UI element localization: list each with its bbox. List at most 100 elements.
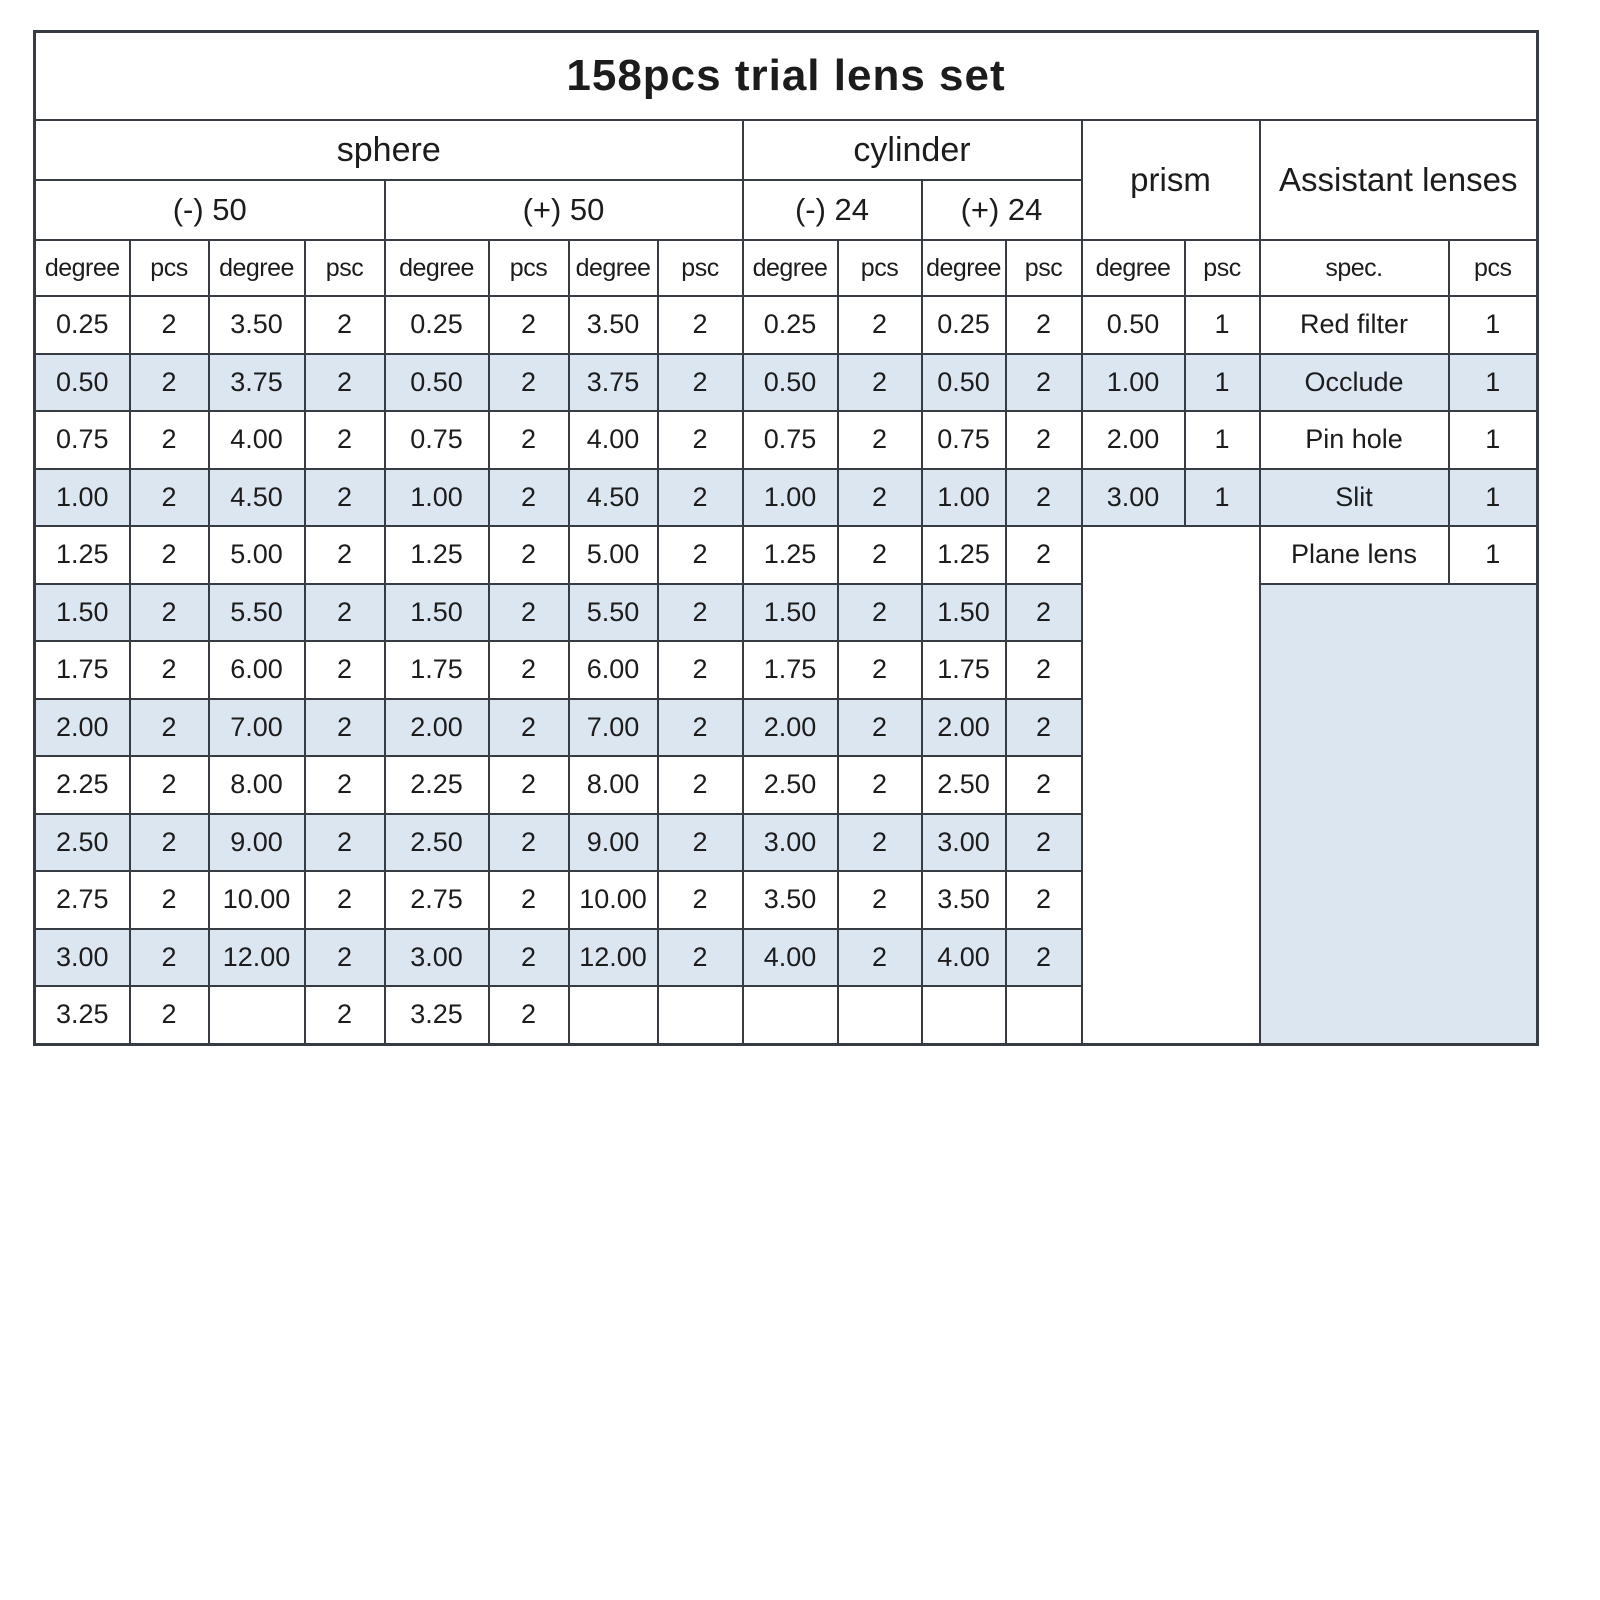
sphere-cell: 2 [128, 582, 210, 642]
assistant-spec-cell: Pin hole [1258, 410, 1450, 470]
column-header: pcs [487, 239, 570, 297]
sphere-cell: 12.00 [567, 927, 659, 987]
sphere-minus-header: (-) 50 [33, 179, 386, 241]
sphere-cell: 7.00 [207, 697, 306, 757]
sphere-cell: 3.50 [207, 295, 306, 355]
sphere-cell: 1.25 [383, 525, 490, 585]
sphere-cell: 2 [487, 410, 570, 470]
column-header: degree [567, 239, 659, 297]
cylinder-cell: 3.50 [920, 870, 1007, 930]
prism-group-header: prism [1080, 119, 1261, 241]
cylinder-cell: 1.00 [920, 467, 1007, 527]
title-row: 158pcs trial lens set [33, 30, 1539, 121]
table-row: 0.75 2 4.00 2 0.75 2 4.00 2 0.75 2 0.75 2 2.00 1 Pin h… [33, 410, 1539, 470]
sphere-cell: 2 [303, 927, 386, 987]
cylinder-cell: 3.00 [741, 812, 839, 872]
cylinder-cell: 2 [836, 582, 923, 642]
sphere-cell: 2 [487, 352, 570, 412]
sphere-cell: 2 [487, 985, 570, 1045]
cylinder-group-header: cylinder [741, 119, 1083, 181]
sphere-cell: 1.25 [33, 525, 131, 585]
sphere-cell: 2 [128, 985, 210, 1045]
sphere-cell: 2.00 [33, 697, 131, 757]
prism-cell: 1 [1183, 295, 1261, 355]
assistant-empty-merged-cell [1258, 582, 1539, 1045]
table-row: 0.50 2 3.75 2 0.50 2 3.75 2 0.50 2 0.50 2 1.00 1 Occlu… [33, 352, 1539, 412]
column-header: degree [383, 239, 490, 297]
cylinder-cell: 1.75 [920, 640, 1007, 700]
cylinder-cell: 2 [1004, 582, 1083, 642]
column-header: degree [33, 239, 131, 297]
sphere-cell: 2 [656, 812, 744, 872]
sphere-cell: 2 [487, 927, 570, 987]
cylinder-cell: 1.50 [741, 582, 839, 642]
sphere-cell: 5.50 [207, 582, 306, 642]
cylinder-cell: 2.00 [741, 697, 839, 757]
sphere-cell: 2 [303, 525, 386, 585]
cylinder-cell: 2 [1004, 352, 1083, 412]
prism-cell: 2.00 [1080, 410, 1186, 470]
sphere-cell: 2 [487, 812, 570, 872]
sphere-cell: 2.25 [33, 755, 131, 815]
sphere-cell: 2 [303, 467, 386, 527]
cylinder-cell: 2 [1004, 295, 1083, 355]
sphere-cell: 2 [128, 295, 210, 355]
sphere-cell: 2.75 [383, 870, 490, 930]
table-row: 2.50 2 9.00 2 2.50 2 9.00 2 3.00 2 3.00 2 [33, 812, 1538, 872]
sphere-cell: 2 [656, 697, 744, 757]
cylinder-cell: 2 [836, 352, 923, 412]
table-body: 0.25 2 3.50 2 0.25 2 3.50 2 0.25 2 0.25 2 0.50 1 Red f… [33, 295, 1539, 1045]
sphere-cell: 2 [487, 697, 570, 757]
prism-cell: 1.00 [1080, 352, 1186, 412]
table-row: 0.25 2 3.50 2 0.25 2 3.50 2 0.25 2 0.25 2 0.50 1 Red f… [33, 295, 1539, 355]
assistant-pcs-cell: 1 [1447, 295, 1539, 355]
sphere-cell: 12.00 [207, 927, 306, 987]
column-header: psc [656, 239, 744, 297]
cylinder-cell: 0.50 [920, 352, 1007, 412]
prism-cell: 1 [1183, 410, 1261, 470]
cylinder-cell [836, 985, 923, 1045]
sphere-cell: 6.00 [207, 640, 306, 700]
sphere-cell: 2 [128, 352, 210, 412]
assistant-spec-cell: Slit [1258, 467, 1450, 527]
sphere-cell: 2 [303, 755, 386, 815]
column-header: degree [920, 239, 1007, 297]
sphere-cell [567, 985, 659, 1045]
cylinder-cell [1004, 985, 1083, 1045]
cylinder-cell: 2 [836, 697, 923, 757]
table-row: 3.25 2 2 3.25 2 [33, 985, 1538, 1045]
assistant-group-header: Assistant lenses [1258, 119, 1539, 241]
sphere-cell: 2 [656, 352, 744, 412]
sphere-cell: 2 [128, 755, 210, 815]
cylinder-cell [741, 985, 839, 1045]
table-row: 3.00 2 12.00 2 3.00 2 12.00 2 4.00 2 4.00 2 [33, 927, 1538, 987]
sphere-cell: 3.75 [567, 352, 659, 412]
cylinder-cell: 2 [836, 812, 923, 872]
prism-empty-merged-cell [1080, 525, 1261, 1045]
sphere-cell: 1.50 [33, 582, 131, 642]
sphere-cell: 2 [128, 410, 210, 470]
sphere-group-header: sphere [33, 119, 744, 181]
cylinder-cell: 4.00 [741, 927, 839, 987]
cylinder-cell [920, 985, 1007, 1045]
sphere-cell: 2 [303, 870, 386, 930]
assistant-pcs-cell: 1 [1447, 410, 1539, 470]
cylinder-cell: 1.75 [741, 640, 839, 700]
sphere-cell: 2.75 [33, 870, 131, 930]
cylinder-cell: 2 [1004, 812, 1083, 872]
sphere-cell: 2 [656, 640, 744, 700]
column-header: spec. [1258, 239, 1450, 297]
cylinder-cell: 1.00 [741, 467, 839, 527]
cylinder-cell: 0.50 [741, 352, 839, 412]
cylinder-cell: 1.25 [741, 525, 839, 585]
cylinder-cell: 2 [1004, 927, 1083, 987]
sphere-cell: 2.50 [383, 812, 490, 872]
sphere-cell: 2 [303, 582, 386, 642]
sphere-cell: 1.00 [33, 467, 131, 527]
cylinder-cell: 2 [1004, 640, 1083, 700]
cylinder-plus-header: (+) 24 [920, 179, 1083, 241]
cylinder-cell: 0.25 [741, 295, 839, 355]
cylinder-cell: 2 [1004, 697, 1083, 757]
prism-cell: 0.50 [1080, 295, 1186, 355]
cylinder-cell: 2 [1004, 870, 1083, 930]
